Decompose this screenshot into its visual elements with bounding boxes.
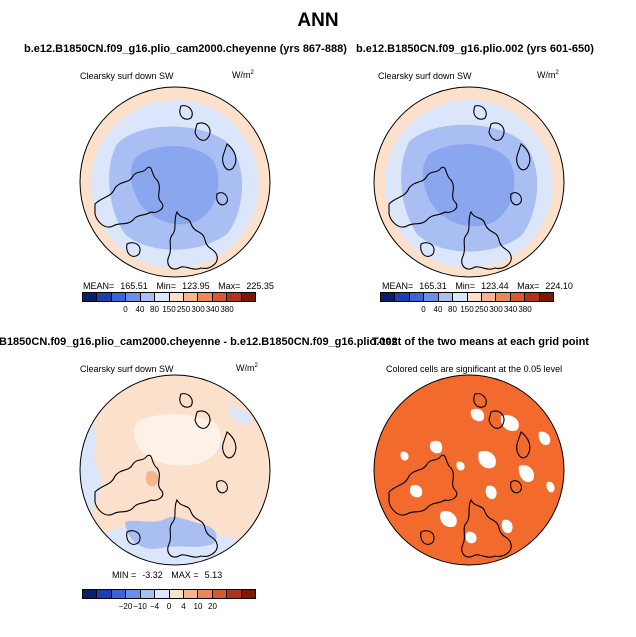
panel-3-colorbar-swatch xyxy=(140,590,156,598)
panel-2-colorbar-label: 80 xyxy=(448,305,457,314)
panel-3-stats: MIN = -3.32 MAX = 5.13 xyxy=(112,570,223,580)
panel-1-colorbar-swatch xyxy=(169,293,184,301)
panel-1-stats: MEAN= 165.51 Min= 123.95 Max= 225.35 xyxy=(83,281,274,291)
panel-2-colorbar-label: 150 xyxy=(460,305,474,314)
panel-3-colorbar-label: 20 xyxy=(208,602,217,611)
panel-1-colorbar-label: 150 xyxy=(162,305,176,314)
panel-1-colorbar xyxy=(82,292,256,302)
panel-1-colorbar-swatch xyxy=(183,293,199,301)
panel-3-map xyxy=(79,374,271,566)
panel-1-colorbar-label: 80 xyxy=(150,305,159,314)
panel-4-insignificant-cells xyxy=(400,408,555,544)
panel-2-colorbar-label: 300 xyxy=(489,305,503,314)
panel-1-colorbar-swatch xyxy=(241,293,256,301)
panel-1-units: W/m2 xyxy=(232,70,254,80)
panel-4-map xyxy=(373,374,565,566)
panel-4-subtitle: Colored cells are significant at the 0.0… xyxy=(386,364,563,374)
panel-2-colorbar-swatch xyxy=(481,293,497,301)
panel-1-map xyxy=(79,86,271,278)
panel-1-colorbar-swatch xyxy=(198,293,213,301)
panel-2-colorbar-swatch xyxy=(381,293,396,301)
panel-1-colorbar-swatch xyxy=(227,293,242,301)
panel-1-deep-blue xyxy=(130,145,219,225)
panel-2-colorbar-swatch xyxy=(424,293,439,301)
panel-3-colorbar-swatch xyxy=(169,590,184,598)
panel-2-title: b.e12.B1850CN.f09_g16.plio.002 (yrs 601-… xyxy=(356,43,594,55)
panel-1-colorbar-swatch xyxy=(140,293,156,301)
panel-2-colorbar-label: 340 xyxy=(503,305,518,314)
panel-3-colorbar-swatch xyxy=(111,590,127,598)
panel-2-colorbar-swatch xyxy=(438,293,454,301)
panel-1-colorbar-label: 40 xyxy=(135,305,145,314)
panel-1-colorbar-swatch xyxy=(155,293,170,301)
panel-2-colorbar-swatch xyxy=(467,293,482,301)
panel-2-colorbar-swatch xyxy=(453,293,468,301)
panel-1-colorbar-labels: 0 40 80 150 250 300 340 380 xyxy=(82,305,256,315)
panel-3-colorbar-swatch xyxy=(227,590,242,598)
panel-3-colorbar-swatch xyxy=(126,590,141,598)
panel-3-blue-ne xyxy=(227,402,253,425)
panel-1-colorbar-label: 380 xyxy=(220,305,234,314)
panel-3-colorbar-label: −10 xyxy=(133,602,147,611)
panel-4-title: T-test of the two means at each grid poi… xyxy=(372,336,589,348)
panel-2-variable: Clearsky surf down SW xyxy=(378,71,472,81)
panel-1-colorbar-swatch xyxy=(97,293,112,301)
panel-2-map xyxy=(373,86,565,278)
panel-1-colorbar-swatch xyxy=(83,293,98,301)
panel-2-colorbar-label: 380 xyxy=(518,305,532,314)
panel-3-colorbar-swatch xyxy=(83,590,98,598)
panel-1-colorbar-label: 300 xyxy=(191,305,205,314)
panel-2-colorbar-swatch xyxy=(510,293,526,301)
panel-3-coastlines xyxy=(94,393,237,558)
panel-2-deep-blue xyxy=(422,144,515,227)
panel-1-coastlines xyxy=(94,105,237,270)
panel-3-colorbar xyxy=(82,589,256,599)
panel-3-variable: Clearsky surf down SW xyxy=(80,364,174,374)
panel-2-units: W/m2 xyxy=(537,70,559,80)
panel-2-colorbar-label: 0 xyxy=(421,305,426,314)
panel-2-colorbar-swatch xyxy=(539,293,554,301)
panel-3-colorbar-swatch xyxy=(198,590,213,598)
panel-2-colorbar-swatch xyxy=(409,293,425,301)
panel-1-colorbar-label: 0 xyxy=(123,305,128,314)
panel-3-colorbar-label: −4 xyxy=(149,602,160,611)
panel-3-colorbar-label: 0 xyxy=(166,602,172,611)
panel-3-colorbar-swatch xyxy=(212,590,228,598)
panel-2-coastlines xyxy=(388,105,531,270)
figure-title: ANN xyxy=(297,10,339,31)
panel-2-colorbar-labels: 0 40 80 150 250 300 340 380 xyxy=(380,305,554,315)
panel-3-colorbar-swatch xyxy=(97,590,112,598)
panel-2-colorbar-swatch xyxy=(496,293,511,301)
panel-2-colorbar-label: 40 xyxy=(433,305,443,314)
panel-4-coastlines xyxy=(388,393,531,558)
panel-3-colorbar-label: −20 xyxy=(118,602,133,611)
panel-3-title: B1850CN.f09_g16.plio_cam2000.cheyenne - … xyxy=(0,336,398,348)
panel-1-title: b.e12.B1850CN.f09_g16.plio_cam2000.cheye… xyxy=(24,43,347,55)
panel-3-colorbar-labels: −20 −10 −4 0 4 10 20 xyxy=(82,602,256,612)
panel-1-colorbar-label: 250 xyxy=(176,305,191,314)
panel-3-colorbar-label: 4 xyxy=(181,602,186,611)
panel-1-colorbar-swatch xyxy=(126,293,141,301)
panel-2-colorbar xyxy=(380,292,554,302)
panel-1-colorbar-label: 340 xyxy=(205,305,220,314)
panel-3-units: W/m2 xyxy=(236,363,258,373)
panel-3-colorbar-label: 10 xyxy=(193,602,203,611)
panel-2-colorbar-swatch xyxy=(395,293,410,301)
panel-2-colorbar-swatch xyxy=(525,293,540,301)
panel-3-orange xyxy=(145,470,159,487)
panel-1-variable: Clearsky surf down SW xyxy=(80,71,174,81)
panel-3-colorbar-swatch xyxy=(155,590,170,598)
panel-3-colorbar-swatch xyxy=(183,590,199,598)
panel-3-colorbar-swatch xyxy=(241,590,256,598)
panel-1-colorbar-swatch xyxy=(111,293,127,301)
panel-2-colorbar-label: 250 xyxy=(474,305,489,314)
panel-1-colorbar-swatch xyxy=(212,293,228,301)
panel-2-stats: MEAN= 165.31 Min= 123.44 Max= 224.10 xyxy=(382,281,573,291)
